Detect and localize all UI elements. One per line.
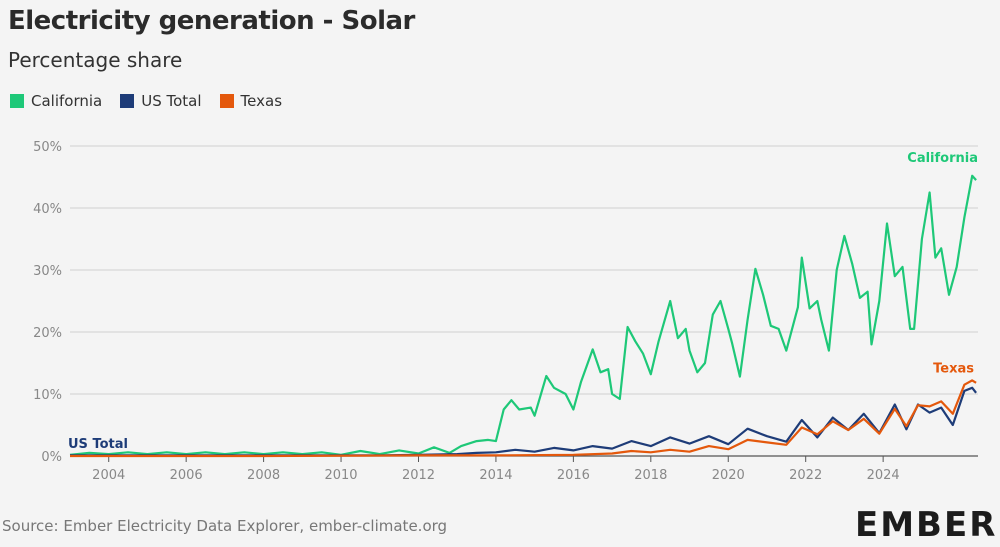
- chart-title: Electricity generation - Solar: [8, 6, 415, 36]
- y-tick-label: 30%: [33, 264, 62, 279]
- legend-item-us-total[interactable]: US Total: [120, 92, 202, 110]
- y-tick-label: 40%: [33, 202, 62, 217]
- ember-logo: EMBER: [855, 505, 998, 545]
- x-tick-label: 2016: [557, 468, 590, 483]
- end-label-texas: Texas: [933, 361, 974, 376]
- series-line-texas: [70, 379, 977, 458]
- chart-subtitle: Percentage share: [8, 48, 183, 72]
- legend-swatch-california: [10, 94, 24, 108]
- line-chart: 0% 10% 20% 30% 40% 50% 2004 2006 2008 2010 2012 201…: [33, 140, 978, 483]
- y-tick-label: 10%: [33, 388, 62, 403]
- x-tick-label: 2006: [170, 468, 203, 483]
- x-tick-label: 2004: [92, 468, 125, 483]
- legend-swatch-us-total: [120, 94, 135, 108]
- end-label-us-total: US Total: [68, 437, 128, 452]
- legend-item-texas[interactable]: Texas: [219, 92, 283, 110]
- source-text: Source: Ember Electricity Data Explorer,…: [2, 517, 448, 535]
- y-tick-label: 50%: [33, 140, 62, 155]
- legend-label-california: California: [31, 92, 103, 110]
- x-tick-label: 2022: [789, 468, 822, 483]
- x-tick-label: 2012: [402, 468, 435, 483]
- y-tick-label: 20%: [33, 326, 62, 341]
- end-label-california: California: [907, 151, 978, 166]
- x-tick-label: 2020: [712, 468, 745, 483]
- series-line-california: [69, 174, 977, 456]
- legend-swatch-texas: [219, 94, 234, 108]
- legend-label-us-total: US Total: [141, 92, 202, 110]
- x-tick-label: 2024: [867, 468, 900, 483]
- x-tick-label: 2008: [247, 468, 280, 483]
- x-tick-label: 2010: [324, 468, 357, 483]
- x-tick-label: 2018: [634, 468, 667, 483]
- legend: California US Total Texas: [10, 92, 282, 110]
- x-tick-label: 2014: [479, 468, 512, 483]
- y-tick-label: 0%: [41, 450, 62, 465]
- legend-label-texas: Texas: [240, 92, 283, 110]
- legend-item-california[interactable]: California: [10, 92, 102, 110]
- series-line-us-total: [70, 386, 977, 457]
